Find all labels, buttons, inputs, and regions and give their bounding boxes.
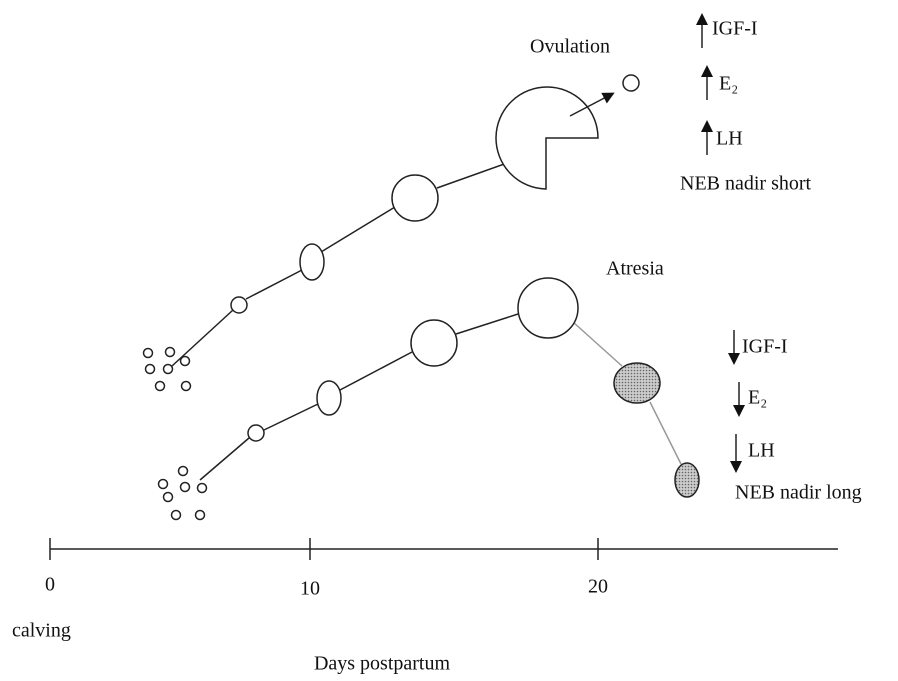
tick-label: 20 xyxy=(588,576,608,598)
tick-label: 0 xyxy=(45,574,55,596)
upper-wave xyxy=(142,74,640,392)
caption: NEB nadir short xyxy=(680,173,812,195)
lower-wave xyxy=(157,277,700,521)
factor-label: LH xyxy=(716,128,743,150)
origin-label: calving xyxy=(12,620,71,642)
axis-title: Days postpartum xyxy=(314,653,451,675)
factor-label: LH xyxy=(748,440,775,462)
hormone-arrows xyxy=(696,13,745,473)
caption: NEB nadir long xyxy=(735,482,862,504)
tick-label: 10 xyxy=(300,578,320,600)
factor-label: IGF-I xyxy=(712,18,758,40)
factor-label: E₂ xyxy=(719,73,738,95)
factor-label: IGF-I xyxy=(742,336,788,358)
ovulation-label: Ovulation xyxy=(530,36,610,58)
atresia-label: Atresia xyxy=(606,258,664,280)
time-axis xyxy=(49,538,838,560)
factor-label: E₂ xyxy=(748,387,767,409)
